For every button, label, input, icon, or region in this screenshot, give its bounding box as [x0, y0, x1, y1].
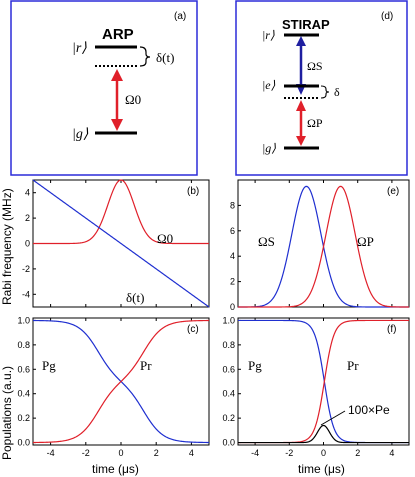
panel-label-b: (b) — [187, 186, 199, 197]
x-tick-label-f: -4 — [251, 448, 259, 458]
pump-arrow-head-down — [296, 136, 306, 146]
y-tick-label-e: 2 — [230, 277, 235, 287]
plot-panel-f: -4 -2 0 2 4 0.0 0.2 0.4 0.6 0.8 1.0 (f) — [222, 315, 410, 458]
y-tick-label-e: 8 — [230, 200, 235, 210]
stirap-rydberg-label: |r⟩ — [262, 28, 275, 42]
pump-arrow-head-up — [296, 100, 306, 111]
x-axis-title-right: time (μs) — [298, 462, 345, 476]
plot-panel-e: 0 2 4 6 8 (e) — [230, 179, 410, 312]
x-tick-label-c: -2 — [82, 448, 90, 458]
detuning-label: δ(t) — [156, 50, 174, 65]
y-tick-label-c: 0.4 — [17, 389, 30, 399]
y-tick-label-b: -4 — [22, 289, 30, 299]
y-tick-label-f: 0.8 — [222, 340, 235, 350]
stirap-excited-label: |e⟩ — [262, 78, 276, 92]
stirap-detuning-brace — [320, 85, 330, 99]
y-axis-title-populations: Populations (a.u.) — [0, 366, 14, 460]
label-omega0: Ω0 — [157, 231, 173, 246]
y-tick-label-c: 0.6 — [17, 364, 30, 374]
series-line-f-2 — [238, 424, 409, 444]
panel-label-e: (e) — [387, 186, 399, 197]
arp-title: ARP — [102, 26, 134, 43]
panel-d-label: (d) — [381, 11, 393, 22]
pump-label: ΩP — [307, 116, 323, 130]
stirap-ground-label: |g⟩ — [262, 141, 276, 155]
series-line-c-1 — [33, 319, 209, 444]
x-tick-label-c: 0 — [118, 448, 123, 458]
y-tick-label-f: 0.4 — [222, 389, 235, 399]
coupling-arrow-head-up — [111, 69, 123, 81]
stirap-title: STIRAP — [282, 17, 330, 32]
plot-panel-c: -4 -2 0 2 4 0.0 0.2 0.4 0.6 0.8 1.0 (c) — [17, 315, 210, 458]
y-tick-label-e: 4 — [230, 251, 235, 261]
panel-label-c: (c) — [187, 324, 199, 335]
x-tick-label-f: 2 — [355, 448, 360, 458]
series-line-b-1 — [32, 179, 210, 308]
y-tick-label-f: 0.6 — [222, 364, 235, 374]
series-line-b-0 — [33, 179, 209, 245]
series-line-e-1 — [238, 185, 409, 308]
y-tick-label-c: 0.8 — [17, 340, 30, 350]
y-tick-label-b: 0 — [25, 239, 30, 249]
series-line-f-0 — [238, 319, 409, 444]
detuning-brace — [139, 46, 151, 67]
label-pr-f: Pr — [347, 358, 359, 373]
y-tick-label-b: 2 — [25, 213, 30, 223]
x-axis-title-left: time (μs) — [92, 462, 139, 476]
x-tick-label-f: 0 — [321, 448, 326, 458]
x-tick-label-c: -4 — [47, 448, 55, 458]
panel-label-f: (f) — [387, 324, 396, 335]
annotation-100pe: 100×Pe — [348, 403, 390, 417]
y-tick-label-e: 6 — [230, 226, 235, 236]
y-tick-label-f: 1.0 — [222, 315, 235, 325]
stokes-label: ΩS — [307, 59, 323, 73]
y-tick-label-c: 0.0 — [17, 438, 30, 448]
y-tick-label-f: 0.0 — [222, 438, 235, 448]
panel-a-level-scheme: (a) ARP |r⟩ δ(t) Ω0 |g⟩ — [10, 0, 198, 176]
panel-a-label: (a) — [174, 11, 186, 22]
stirap-detuning-label: δ — [334, 85, 340, 99]
coupling-arrow-head-down — [111, 119, 123, 131]
coupling-label: Ω0 — [125, 92, 141, 107]
label-omega-s: ΩS — [258, 234, 275, 249]
y-axis-title-rabi: Rabi frequency (MHz) — [0, 188, 14, 305]
label-omega-p: ΩP — [357, 234, 374, 249]
stokes-arrow-head-up — [296, 36, 306, 46]
y-tick-label-f: 0.2 — [222, 413, 235, 423]
plot-panel-b: -4 -2 0 2 4 (b) — [22, 179, 210, 308]
label-pg-f: Pg — [248, 358, 262, 373]
panel-d-frame — [235, 0, 408, 176]
y-tick-label-c: 0.2 — [17, 413, 30, 423]
x-tick-label-c: 4 — [189, 448, 194, 458]
rydberg-level-label: |r⟩ — [72, 41, 87, 56]
y-tick-label-e: 0 — [230, 302, 235, 312]
y-tick-label-c: 1.0 — [17, 315, 30, 325]
label-pg-c: Pg — [42, 358, 56, 373]
y-tick-label-b: 4 — [25, 188, 30, 198]
y-tick-label-b: -2 — [22, 264, 30, 274]
panel-d-level-scheme: (d) STIRAP |r⟩ ΩS |e⟩ δ ΩP |g⟩ — [235, 0, 408, 176]
label-delta-t: δ(t) — [126, 290, 144, 305]
series-line-f-1 — [238, 319, 409, 444]
label-pr-c: Pr — [140, 358, 152, 373]
annotation-100pe-leader — [320, 410, 346, 426]
x-tick-label-c: 2 — [154, 448, 159, 458]
panel-a-frame — [10, 0, 198, 176]
x-tick-label-f: 4 — [389, 448, 394, 458]
x-tick-label-f: -2 — [285, 448, 293, 458]
ground-level-label: |g⟩ — [72, 127, 89, 142]
